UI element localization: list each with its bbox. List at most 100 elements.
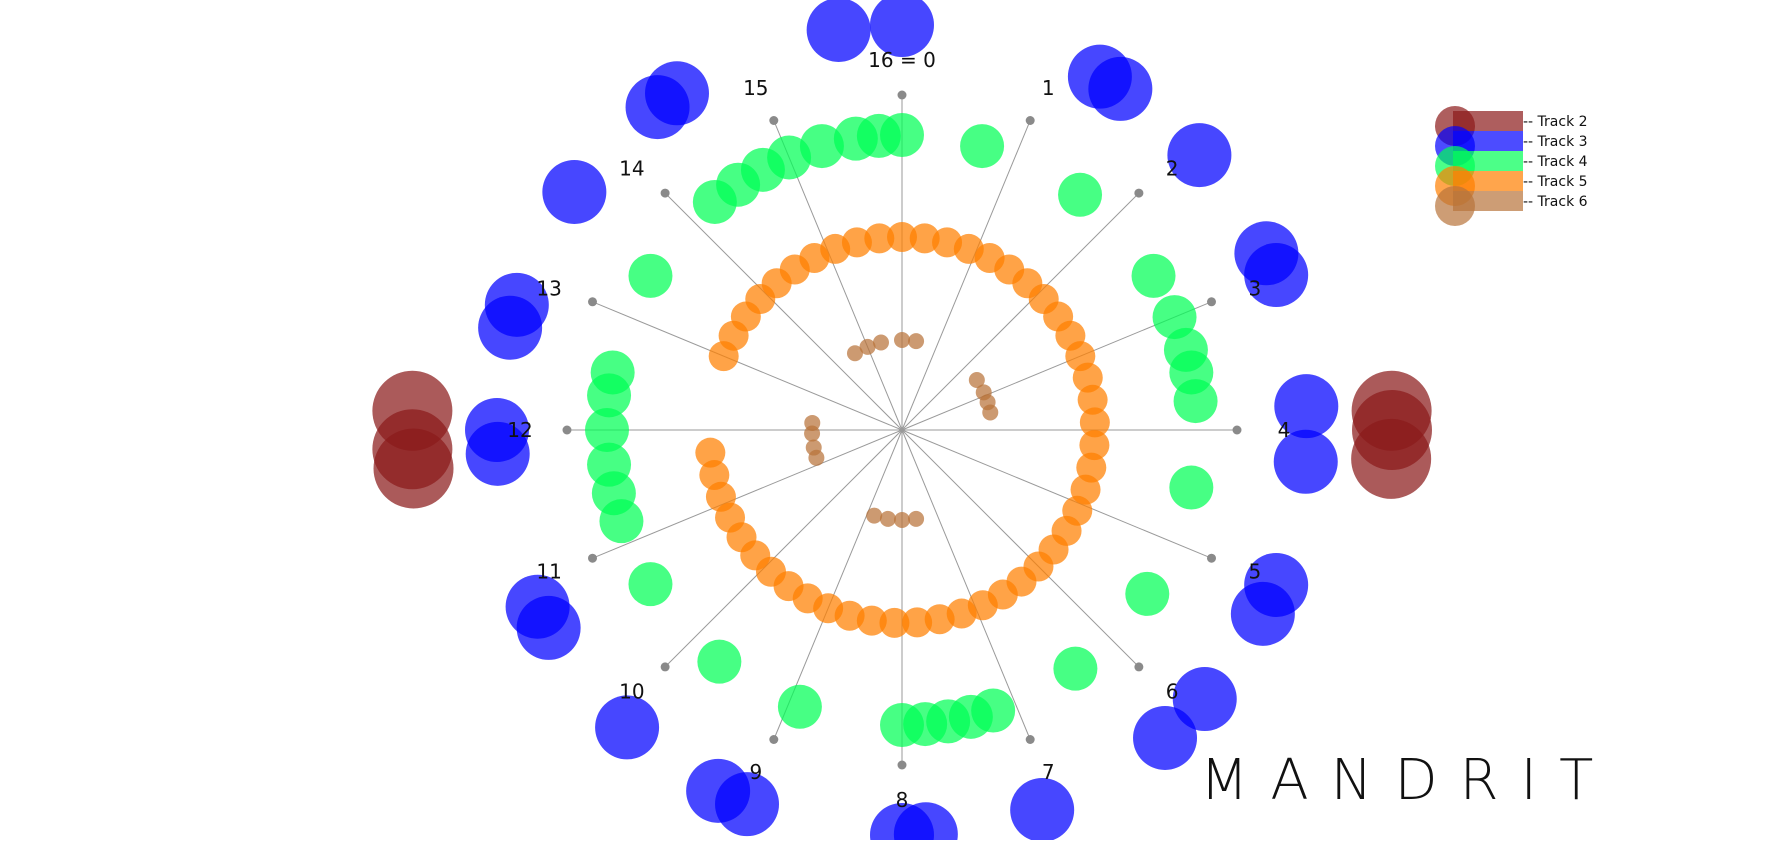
track-4-event — [628, 253, 673, 298]
spoke-end-dot — [1025, 734, 1035, 744]
spokes-layer — [562, 90, 1242, 770]
track-4-event — [1169, 465, 1214, 510]
track-5-event — [841, 227, 872, 258]
spoke-label: 10 — [619, 680, 644, 704]
track-3-event — [465, 398, 529, 462]
spoke-end-dot — [562, 425, 572, 435]
track-3-event — [1133, 705, 1198, 770]
spoke-label: 5 — [1249, 560, 1262, 584]
track-6-event — [859, 338, 876, 355]
spoke-line — [901, 429, 1031, 740]
legend: -- Track 2 -- Track 3 -- Track 4 -- Track 5… — [1435, 106, 1588, 226]
track-4-event — [628, 562, 673, 607]
track-6-event — [879, 510, 896, 527]
track-6-event — [908, 333, 925, 350]
track-3-event — [1274, 374, 1339, 439]
track-3-event — [1230, 581, 1295, 646]
track-3-event — [1010, 777, 1075, 842]
track-5-event — [1079, 430, 1110, 461]
track-6-event — [804, 414, 821, 431]
spoke-end-dot — [1206, 553, 1216, 563]
spoke-line — [901, 429, 1212, 559]
spoke-end-dot — [769, 116, 779, 126]
track-3-event — [806, 0, 871, 62]
track-4-event — [799, 124, 844, 169]
track-4-group — [585, 113, 1218, 747]
track-5-event — [887, 222, 917, 252]
track-6-event — [908, 510, 925, 527]
track-4-event — [1131, 253, 1176, 298]
track-4-event — [585, 408, 629, 452]
track-5-event — [699, 460, 730, 491]
track-5-event — [924, 604, 955, 635]
spoke-line — [592, 301, 903, 431]
track-5-event — [1077, 384, 1108, 415]
spoke-end-dot — [588, 297, 598, 307]
spoke-label: 9 — [749, 760, 762, 784]
track-6-event — [894, 512, 910, 528]
track-3-event — [1172, 667, 1237, 732]
spoke-label: 12 — [507, 418, 532, 442]
legend-label: -- Track 6 — [1523, 194, 1588, 210]
spoke-label: 7 — [1042, 760, 1055, 784]
track-5-event — [864, 223, 895, 254]
spoke-label: 11 — [536, 560, 561, 584]
track-4-event — [697, 639, 742, 684]
spoke-line — [664, 429, 903, 668]
track-6-event — [846, 345, 863, 362]
brand-logo-text: MANDRIT — [1200, 748, 1616, 813]
track-marks-layer — [372, 0, 1432, 844]
spoke-end-dot — [588, 553, 598, 563]
track-6-event — [872, 334, 889, 351]
track-5-event — [1079, 407, 1110, 438]
track-3-event — [1273, 429, 1338, 494]
track-3-event — [1088, 56, 1153, 121]
track-4-event — [590, 350, 635, 395]
spoke-label: 2 — [1166, 156, 1179, 180]
track-3-event — [644, 61, 709, 126]
track-3-event — [484, 272, 549, 337]
track-5-group — [695, 222, 1110, 638]
spoke-label: 15 — [743, 76, 768, 100]
track-5-event — [695, 437, 726, 468]
spoke-end-dot — [1206, 297, 1216, 307]
spoke-label: 6 — [1166, 680, 1179, 704]
track-4-event — [880, 703, 924, 747]
spoke-end-dot — [1025, 116, 1035, 126]
track-6-event — [982, 404, 999, 421]
spoke-line — [592, 429, 903, 559]
track-6-event — [805, 439, 822, 456]
spoke-label: 16 = 0 — [868, 48, 936, 72]
spoke-label: 8 — [896, 788, 909, 812]
track-3-event — [870, 0, 934, 57]
track-6-event — [866, 507, 883, 524]
legend-item: -- Track 6 — [1435, 186, 1588, 226]
track-4-event — [960, 124, 1005, 169]
spoke-end-dot — [769, 734, 779, 744]
track-4-event — [1053, 646, 1098, 691]
spoke-end-dot — [1134, 662, 1144, 672]
spoke-end-dot — [1232, 425, 1242, 435]
track-2-event — [1351, 418, 1432, 499]
legend-dot — [1435, 186, 1475, 226]
spoke-label: 14 — [619, 156, 644, 180]
spoke-line — [901, 192, 1140, 431]
track-4-event — [1173, 379, 1218, 424]
track-3-event — [870, 803, 934, 844]
track-3-event — [1167, 123, 1232, 188]
track-6-event — [968, 371, 985, 388]
track-5-event — [902, 607, 933, 638]
spoke-label: 3 — [1249, 276, 1262, 300]
legend-label: -- Track 4 — [1523, 154, 1588, 170]
spoke-end-dot — [897, 90, 907, 100]
track-4-event — [1058, 172, 1103, 217]
track-5-event — [909, 223, 940, 254]
track-6-event — [894, 332, 910, 348]
track-3-event — [595, 695, 660, 760]
track-3-event — [505, 574, 570, 639]
legend-label: -- Track 2 — [1523, 114, 1588, 130]
track-3-group — [465, 0, 1339, 844]
